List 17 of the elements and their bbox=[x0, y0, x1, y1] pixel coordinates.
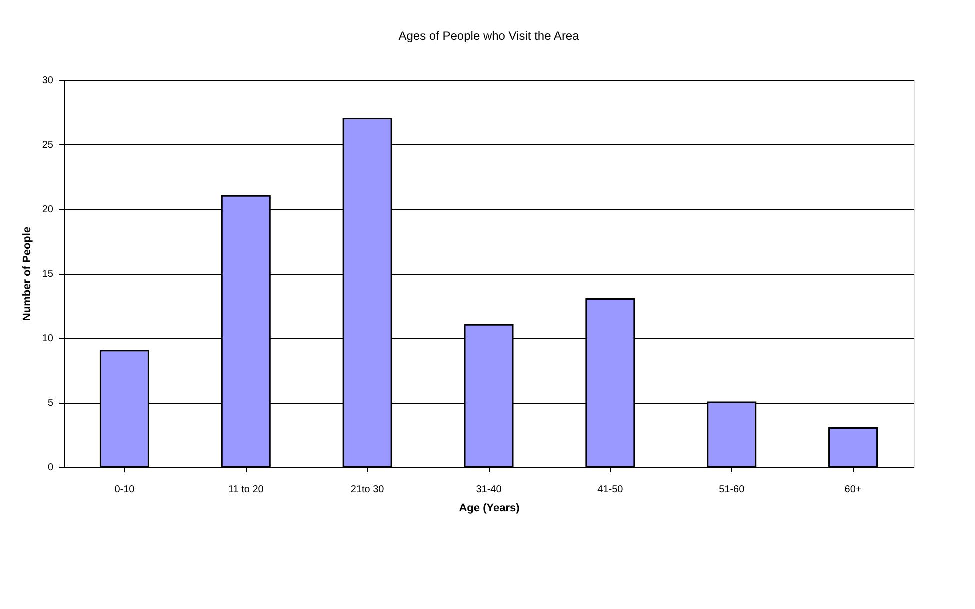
x-tick-label: 31-40 bbox=[476, 484, 502, 496]
x-tick-label: 21to 30 bbox=[350, 484, 385, 496]
y-tick-label: 25 bbox=[42, 140, 54, 151]
chart-title: Ages of People who Visit the Area bbox=[398, 29, 580, 43]
x-tick-label: 60+ bbox=[844, 484, 862, 496]
x-tick-label: 51-60 bbox=[719, 484, 746, 496]
y-tick-label: 0 bbox=[48, 462, 54, 474]
x-axis-title: Age (Years) bbox=[459, 502, 520, 514]
y-tick-label: 5 bbox=[48, 398, 54, 409]
y-tick-label: 10 bbox=[42, 334, 54, 344]
x-tick-label: 0-10 bbox=[114, 484, 136, 496]
y-axis-title: Number of People bbox=[21, 226, 34, 322]
y-tick-label: 15 bbox=[42, 269, 54, 280]
y-tick-label: 20 bbox=[42, 204, 54, 216]
x-tick-label: 11 to 20 bbox=[228, 484, 264, 496]
y-tick-label: 30 bbox=[42, 76, 54, 86]
x-tick-label: 41-50 bbox=[598, 484, 624, 496]
